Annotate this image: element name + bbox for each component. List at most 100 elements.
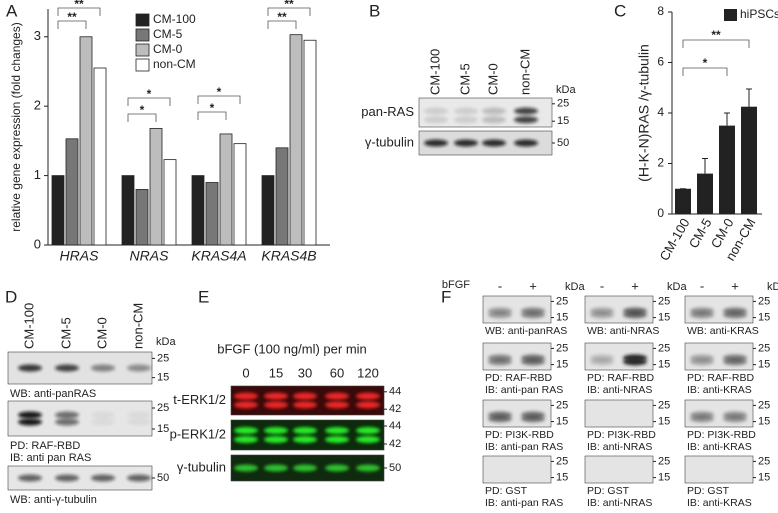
marker-label: 50: [557, 137, 569, 149]
blot-band: [690, 311, 714, 319]
blot-caption: WB: anti-γ-tubulin: [10, 494, 97, 506]
marker-label: 15: [556, 416, 568, 428]
bar: [65, 138, 79, 246]
legend-swatch: [724, 9, 737, 21]
marker-label: 25: [658, 295, 670, 307]
lane-label: CM-5: [457, 63, 472, 95]
blot-band: [521, 415, 545, 423]
blot-caption: IB: anti-KRAS: [687, 441, 752, 453]
blot-band: [356, 427, 380, 434]
significance-label: **: [711, 28, 721, 42]
blot-band: [690, 415, 714, 423]
blot-band: [356, 401, 380, 409]
panel-label: B: [369, 1, 380, 20]
marker-label: 44: [389, 386, 401, 398]
blot-band: [356, 464, 380, 472]
legend-label: non-CM: [153, 57, 196, 71]
blot-band: [234, 401, 258, 409]
blot-band: [293, 436, 317, 443]
significance-bracket: [57, 7, 101, 16]
y-tick-label: 6: [657, 55, 664, 69]
blot-caption: IB: anti-pan RAS: [485, 441, 563, 453]
lane-label: -: [600, 278, 604, 293]
y-tick-label: 0: [34, 236, 41, 251]
marker-label: 15: [556, 359, 568, 371]
lane-label: non-CM: [130, 303, 145, 349]
y-tick-label: 3: [34, 28, 41, 43]
bar: [149, 127, 163, 246]
marker-label: 25: [658, 399, 670, 411]
blot-band: [623, 358, 647, 366]
significance-bracket: [267, 7, 311, 16]
blot-band: [293, 464, 317, 472]
marker-label: 25: [758, 295, 770, 307]
marker-label: 15: [758, 472, 770, 484]
blot-band: [424, 139, 448, 147]
y-axis-label: relative gene expression (fold changes): [9, 22, 23, 231]
bar: [275, 147, 289, 246]
marker-label: 25: [556, 342, 568, 354]
blot-band: [488, 311, 512, 319]
blot: [584, 399, 654, 428]
marker-label: 15: [557, 115, 569, 127]
marker-label: 25: [556, 399, 568, 411]
blot-band: [723, 311, 747, 319]
marker-label: 25: [157, 402, 169, 414]
marker-label: 15: [157, 372, 169, 384]
significance-label: **: [284, 0, 294, 11]
blot-caption: IB: anti-pan RAS: [485, 497, 563, 509]
lane-label: CM-100: [427, 49, 442, 95]
significance-bracket: [682, 67, 728, 76]
legend-swatch: [135, 13, 150, 27]
significance-bracket: [682, 39, 750, 48]
unit-label: kDa: [156, 336, 176, 348]
error-bar: [746, 88, 752, 107]
blot-band: [18, 411, 42, 419]
blot-band: [127, 418, 151, 426]
unit-label: kDa: [767, 281, 778, 293]
blot-band: [723, 358, 747, 366]
blot: [7, 400, 153, 437]
lane-label: CM-0: [94, 317, 109, 349]
significance-bracket: [127, 113, 157, 122]
blot-title: bFGF (100 ng/ml) per min: [217, 341, 367, 356]
blot-band: [521, 311, 545, 319]
lane-label: CM-0: [485, 63, 500, 95]
bar: [163, 159, 177, 246]
blot-band: [690, 358, 714, 366]
error-bar: [702, 157, 708, 174]
x-tick-label: HRAS: [60, 248, 100, 264]
marker-label: 15: [758, 416, 770, 428]
marker-label: 15: [556, 312, 568, 324]
significance-label: *: [210, 101, 215, 115]
blot-band: [55, 418, 79, 426]
blot-caption: PD: GST: [587, 485, 630, 497]
panel-label: E: [198, 287, 209, 306]
blot-band: [293, 392, 317, 400]
blot-band: [356, 436, 380, 443]
lane-label: 15: [269, 365, 283, 380]
blot-band: [127, 411, 151, 419]
significance-label: *: [140, 103, 145, 117]
x-tick-label: KRAS4A: [191, 248, 246, 264]
marker-label: 15: [658, 472, 670, 484]
marker-label: 15: [758, 312, 770, 324]
legend-label: hiPSCs: [740, 7, 778, 21]
blot-band: [325, 464, 349, 472]
significance-bracket: [127, 97, 171, 106]
blot-band: [325, 401, 349, 409]
significance-label: **: [67, 10, 77, 24]
blot-band: [723, 415, 747, 423]
blot-caption: PD: RAF-RBD: [10, 440, 80, 452]
blot-band: [91, 418, 115, 426]
blot: [482, 455, 552, 484]
blot-caption: PD: RAF-RBD: [485, 372, 553, 384]
significance-label: *: [147, 87, 152, 101]
blot-band: [55, 411, 79, 419]
blot: [230, 385, 385, 416]
blot-band: [18, 418, 42, 426]
blot-band: [264, 464, 288, 472]
row-label: pan-RAS: [361, 104, 414, 119]
marker-label: 25: [557, 98, 569, 110]
legend-swatch: [135, 43, 150, 57]
